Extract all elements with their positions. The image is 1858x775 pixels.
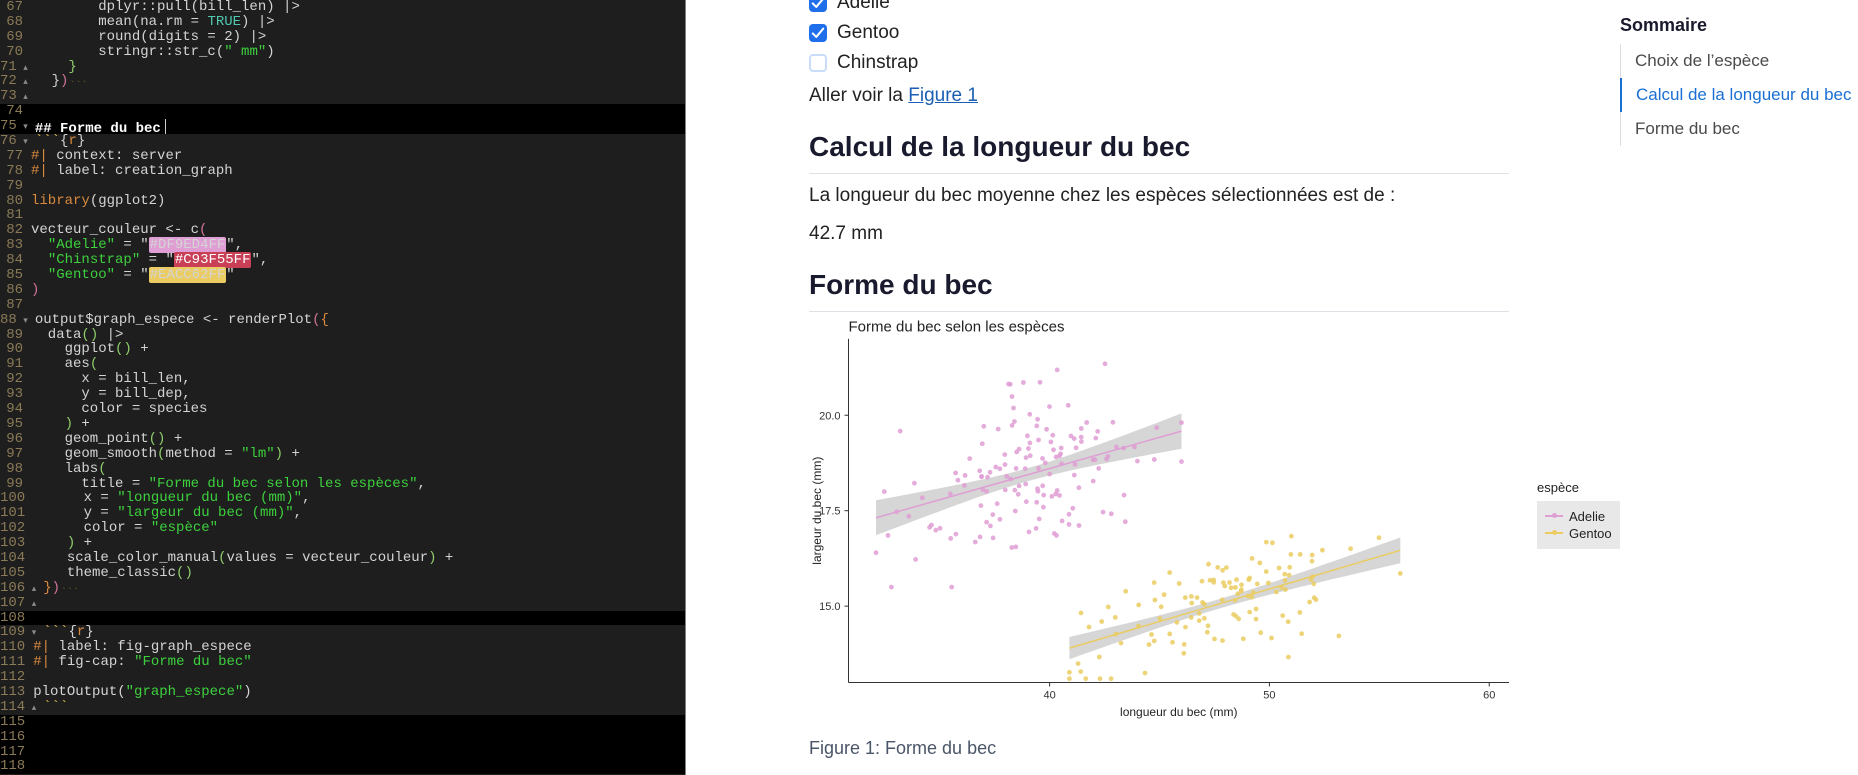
svg-text:60: 60 — [1483, 689, 1495, 701]
svg-text:largeur du bec (mm): largeur du bec (mm) — [810, 456, 824, 564]
svg-text:20.0: 20.0 — [819, 410, 840, 422]
svg-text:50: 50 — [1263, 689, 1275, 701]
svg-text:15.0: 15.0 — [819, 601, 840, 613]
svg-text:Forme du bec selon les espèces: Forme du bec selon les espèces — [849, 320, 1065, 335]
svg-text:40: 40 — [1043, 689, 1055, 701]
svg-text:longueur du bec (mm): longueur du bec (mm) — [1120, 705, 1237, 719]
